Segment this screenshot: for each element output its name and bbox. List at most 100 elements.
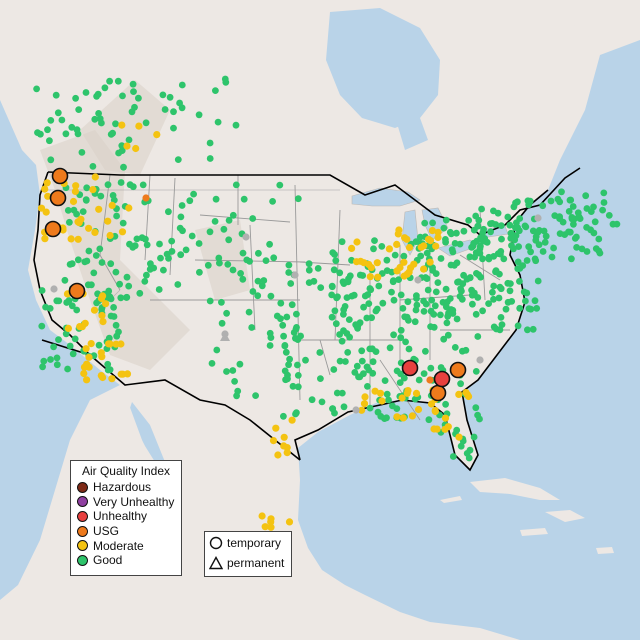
good-monitor-marker[interactable] [379, 299, 387, 307]
good-monitor-marker[interactable] [428, 296, 436, 304]
good-monitor-marker[interactable] [416, 233, 424, 241]
good-monitor-marker[interactable] [232, 121, 240, 129]
good-monitor-marker[interactable] [479, 255, 486, 263]
good-monitor-marker[interactable] [292, 410, 299, 418]
good-monitor-marker[interactable] [46, 305, 54, 312]
moderate-monitor-marker[interactable] [400, 258, 408, 266]
good-monitor-marker[interactable] [458, 287, 465, 295]
good-monitor-marker[interactable] [119, 219, 127, 227]
good-monitor-marker[interactable] [95, 341, 103, 349]
moderate-monitor-marker[interactable] [72, 182, 80, 190]
good-monitor-marker[interactable] [98, 119, 105, 127]
good-monitor-marker[interactable] [479, 307, 486, 315]
good-monitor-marker[interactable] [344, 278, 352, 286]
good-monitor-marker[interactable] [514, 198, 521, 206]
good-monitor-marker[interactable] [109, 192, 117, 199]
good-monitor-marker[interactable] [138, 234, 146, 242]
good-monitor-marker[interactable] [600, 199, 608, 206]
moderate-monitor-marker[interactable] [123, 142, 131, 150]
good-monitor-marker[interactable] [460, 227, 468, 235]
moderate-monitor-marker[interactable] [43, 179, 51, 187]
good-monitor-marker[interactable] [442, 236, 449, 243]
good-monitor-marker[interactable] [366, 404, 374, 412]
good-monitor-marker[interactable] [472, 212, 480, 220]
usg-alert-marker[interactable] [44, 220, 62, 238]
good-monitor-marker[interactable] [516, 215, 524, 222]
good-monitor-marker[interactable] [277, 299, 285, 307]
good-monitor-marker[interactable] [165, 208, 172, 216]
good-monitor-marker[interactable] [529, 325, 537, 333]
good-monitor-marker[interactable] [177, 251, 185, 259]
good-monitor-marker[interactable] [143, 241, 151, 249]
good-monitor-marker[interactable] [206, 139, 214, 147]
good-monitor-marker[interactable] [146, 265, 154, 273]
good-monitor-marker[interactable] [510, 203, 518, 211]
good-monitor-marker[interactable] [432, 270, 440, 277]
good-monitor-marker[interactable] [345, 316, 353, 323]
good-monitor-marker[interactable] [533, 305, 541, 312]
good-monitor-marker[interactable] [93, 299, 100, 307]
good-monitor-marker[interactable] [583, 224, 590, 231]
good-monitor-marker[interactable] [393, 367, 401, 375]
moderate-monitor-marker[interactable] [374, 273, 382, 281]
good-monitor-marker[interactable] [381, 377, 389, 384]
good-monitor-marker[interactable] [82, 89, 90, 96]
moderate-monitor-marker[interactable] [99, 318, 107, 326]
good-monitor-marker[interactable] [161, 106, 169, 113]
good-monitor-marker[interactable] [515, 243, 522, 251]
usg-monitor-marker[interactable] [142, 194, 150, 202]
good-monitor-marker[interactable] [233, 392, 241, 400]
good-monitor-marker[interactable] [157, 254, 164, 262]
moderate-monitor-marker[interactable] [455, 390, 463, 398]
good-monitor-marker[interactable] [249, 215, 257, 222]
good-monitor-marker[interactable] [558, 188, 565, 196]
good-monitor-marker[interactable] [165, 255, 172, 262]
moderate-monitor-marker[interactable] [104, 217, 112, 225]
good-monitor-marker[interactable] [369, 369, 377, 377]
good-monitor-marker[interactable] [106, 77, 113, 85]
moderate-monitor-marker[interactable] [414, 405, 423, 414]
moderate-monitor-marker[interactable] [371, 387, 379, 395]
moderate-monitor-marker[interactable] [385, 245, 393, 253]
moderate-monitor-marker[interactable] [102, 300, 110, 308]
moderate-monitor-marker[interactable] [87, 340, 95, 348]
moderate-monitor-marker[interactable] [98, 311, 106, 320]
good-monitor-marker[interactable] [34, 129, 41, 137]
good-monitor-marker[interactable] [125, 136, 133, 144]
moderate-monitor-marker[interactable] [261, 523, 269, 531]
good-monitor-marker[interactable] [474, 222, 482, 230]
good-monitor-marker[interactable] [497, 222, 505, 230]
unhealthy-alert-marker[interactable] [433, 370, 451, 388]
moderate-monitor-marker[interactable] [83, 360, 91, 368]
good-monitor-marker[interactable] [498, 235, 505, 243]
good-monitor-marker[interactable] [472, 310, 480, 318]
good-monitor-marker[interactable] [120, 163, 127, 171]
good-monitor-marker[interactable] [420, 370, 428, 377]
good-monitor-marker[interactable] [285, 361, 292, 369]
good-monitor-marker[interactable] [176, 224, 184, 232]
good-monitor-marker[interactable] [223, 368, 230, 375]
good-monitor-marker[interactable] [182, 246, 190, 254]
good-monitor-marker[interactable] [50, 343, 57, 351]
good-monitor-marker[interactable] [485, 300, 492, 307]
good-monitor-marker[interactable] [236, 360, 244, 368]
good-monitor-marker[interactable] [208, 360, 216, 367]
good-monitor-marker[interactable] [113, 212, 120, 220]
good-monitor-marker[interactable] [423, 275, 431, 282]
good-monitor-marker[interactable] [565, 228, 572, 236]
good-monitor-marker[interactable] [75, 106, 83, 113]
good-monitor-marker[interactable] [178, 81, 186, 89]
good-monitor-marker[interactable] [225, 236, 233, 244]
good-monitor-marker[interactable] [540, 227, 548, 235]
good-monitor-marker[interactable] [302, 356, 309, 364]
good-monitor-marker[interactable] [463, 275, 471, 283]
good-monitor-marker[interactable] [195, 111, 203, 119]
good-monitor-marker[interactable] [466, 253, 474, 261]
good-monitor-marker[interactable] [480, 225, 487, 233]
good-monitor-marker[interactable] [475, 271, 482, 279]
good-monitor-marker[interactable] [316, 349, 324, 356]
moderate-monitor-marker[interactable] [396, 263, 404, 272]
good-monitor-marker[interactable] [195, 240, 203, 247]
moderate-monitor-marker[interactable] [283, 449, 291, 457]
good-monitor-marker[interactable] [504, 213, 512, 221]
